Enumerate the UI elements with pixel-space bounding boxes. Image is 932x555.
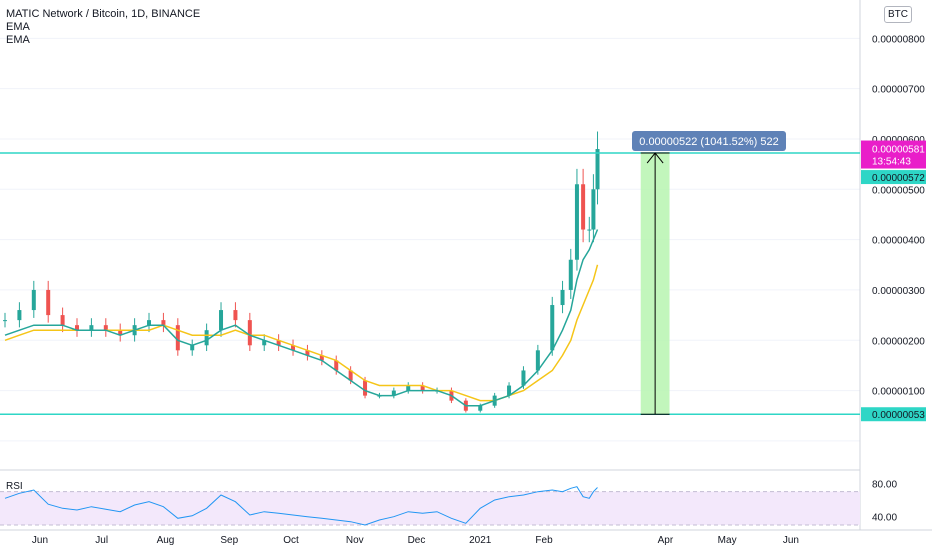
ema-label-2: EMA bbox=[6, 34, 30, 46]
candle-body bbox=[363, 380, 368, 396]
candle-body bbox=[574, 184, 579, 260]
y-tick-label: 0.00000500 bbox=[872, 185, 925, 196]
candle-body bbox=[291, 345, 296, 351]
last-price-badge bbox=[861, 140, 926, 169]
bar-countdown: 13:54:43 bbox=[872, 157, 911, 168]
x-tick-label: Jul bbox=[95, 535, 108, 546]
y-tick-label: 0.00000300 bbox=[872, 286, 925, 297]
candle-body bbox=[190, 345, 195, 351]
x-tick-label: Oct bbox=[283, 535, 299, 546]
candle-body bbox=[348, 370, 353, 381]
rsi-line bbox=[4, 486, 598, 526]
candle-body bbox=[31, 289, 36, 311]
rsi-band bbox=[0, 491, 860, 525]
x-tick-label: Apr bbox=[658, 535, 674, 546]
candle-body bbox=[595, 149, 600, 190]
y-tick-label: 0.00000200 bbox=[872, 336, 925, 347]
last-price-value: 0.00000581 bbox=[872, 145, 925, 156]
candle-body bbox=[89, 325, 94, 331]
x-tick-label: 2021 bbox=[469, 535, 492, 546]
candle-body bbox=[3, 320, 7, 322]
candle-body bbox=[535, 350, 540, 371]
candle-body bbox=[391, 390, 396, 396]
symbol-title: MATIC Network / Bitcoin, 1D, BINANCE bbox=[6, 8, 201, 20]
candle-body bbox=[420, 385, 425, 391]
candle-body bbox=[319, 355, 324, 361]
candle-body bbox=[305, 350, 310, 356]
candle-body bbox=[550, 305, 555, 351]
x-tick-label: May bbox=[718, 535, 737, 546]
x-tick-label: Jun bbox=[783, 535, 799, 546]
candle-body bbox=[507, 385, 512, 396]
candle-body bbox=[147, 320, 152, 326]
level-price-text: 0.00000053 bbox=[872, 410, 925, 421]
currency-badge[interactable]: BTC bbox=[884, 6, 912, 23]
rsi-tick-label: 80.00 bbox=[872, 479, 897, 490]
candle-body bbox=[478, 405, 483, 411]
ema-slow-line bbox=[4, 264, 599, 402]
candle-body bbox=[60, 315, 65, 326]
candle-body bbox=[591, 189, 596, 230]
chart-legend: MATIC Network / Bitcoin, 1D, BINANCE EMA… bbox=[6, 8, 200, 47]
level-price-label bbox=[861, 170, 926, 185]
candle-body bbox=[219, 310, 224, 331]
x-tick-label: Feb bbox=[535, 535, 553, 546]
candle-body bbox=[233, 310, 238, 321]
y-tick-label: 0.00000600 bbox=[872, 135, 925, 146]
candle-body bbox=[587, 229, 592, 231]
y-tick-label: 0.00000400 bbox=[872, 236, 925, 247]
candle-body bbox=[103, 325, 108, 331]
candle-body bbox=[581, 184, 586, 230]
ema-label-1: EMA bbox=[6, 21, 30, 33]
measure-tooltip-text: 0.00000522 (1041.52%) 522 bbox=[639, 136, 778, 148]
candle-body bbox=[175, 325, 180, 351]
candle-body bbox=[75, 325, 80, 331]
candle-body bbox=[276, 340, 281, 346]
measure-tooltip bbox=[632, 131, 786, 151]
level-price-label bbox=[861, 407, 926, 422]
x-tick-label: Jun bbox=[32, 535, 48, 546]
rsi-tick-label: 40.00 bbox=[872, 513, 897, 524]
rsi-label: RSI bbox=[6, 481, 23, 492]
candle-body bbox=[521, 370, 526, 386]
candle-body bbox=[406, 385, 411, 391]
x-tick-label: Dec bbox=[408, 535, 426, 546]
candle-body bbox=[118, 330, 123, 336]
candle-body bbox=[204, 330, 209, 346]
y-tick-label: 0.00000700 bbox=[872, 85, 925, 96]
candle-body bbox=[262, 340, 267, 346]
candle-body bbox=[247, 320, 252, 346]
candle-body bbox=[46, 289, 51, 316]
y-tick-label: 0.00000100 bbox=[872, 387, 925, 398]
candle-body bbox=[568, 259, 573, 290]
x-tick-label: Nov bbox=[346, 535, 364, 546]
level-price-text: 0.00000572 bbox=[872, 173, 925, 184]
candle-body bbox=[334, 360, 339, 371]
x-tick-label: Sep bbox=[220, 535, 238, 546]
x-tick-label: Aug bbox=[157, 535, 175, 546]
ema-fast-line bbox=[4, 229, 599, 407]
candle-body bbox=[161, 320, 166, 326]
candle-body bbox=[17, 310, 22, 321]
y-tick-label: 0.00000800 bbox=[872, 34, 925, 45]
candle-body bbox=[560, 289, 565, 306]
